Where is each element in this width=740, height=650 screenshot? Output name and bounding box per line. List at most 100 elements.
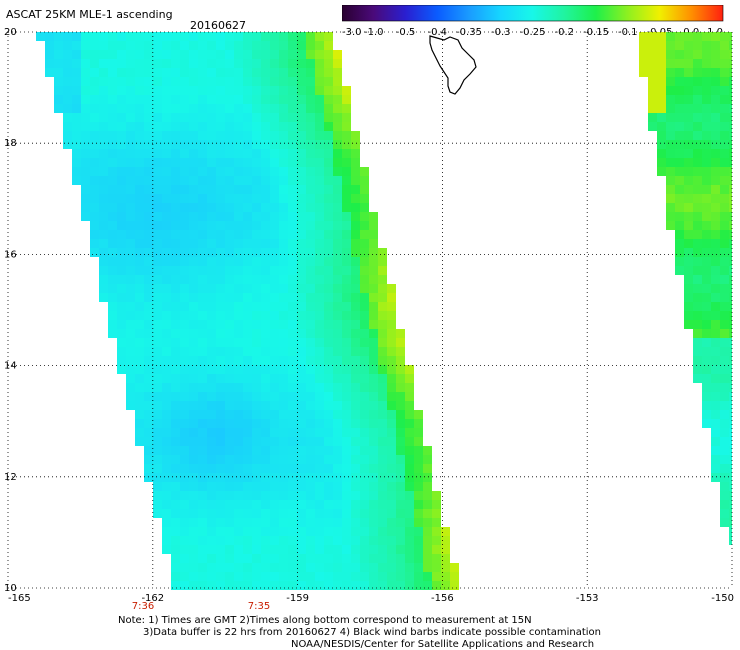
swath-cell bbox=[315, 581, 324, 590]
swath-cell bbox=[225, 140, 234, 149]
swath-cell bbox=[648, 95, 657, 104]
swath-cell bbox=[225, 500, 234, 509]
swath-cell bbox=[108, 158, 117, 167]
swath-cell bbox=[99, 77, 108, 86]
swath-cell bbox=[324, 185, 333, 194]
swath-cell bbox=[324, 77, 333, 86]
swath-cell bbox=[666, 122, 675, 131]
swath-cell bbox=[684, 221, 693, 230]
swath-cell bbox=[324, 518, 333, 527]
swath-cell bbox=[270, 509, 279, 518]
swath-cell bbox=[396, 365, 405, 374]
swath-cell bbox=[729, 383, 732, 392]
swath-cell bbox=[684, 95, 693, 104]
swath-cell bbox=[423, 491, 432, 500]
swath-cell bbox=[279, 221, 288, 230]
swath-cell bbox=[270, 500, 279, 509]
swath-cell bbox=[153, 464, 162, 473]
swath-cell bbox=[243, 446, 252, 455]
swath-cell bbox=[225, 50, 234, 59]
swath-cell bbox=[162, 59, 171, 68]
swath-cell bbox=[234, 239, 243, 248]
swath-cell bbox=[270, 527, 279, 536]
swath-cell bbox=[45, 41, 54, 50]
swath-cell bbox=[333, 383, 342, 392]
swath-cell bbox=[666, 221, 675, 230]
swath-cell bbox=[189, 563, 198, 572]
swath-cell bbox=[234, 410, 243, 419]
swath-cell bbox=[117, 104, 126, 113]
swath-cell bbox=[243, 194, 252, 203]
swath-cell bbox=[171, 203, 180, 212]
swath-cell bbox=[180, 392, 189, 401]
swath-cell bbox=[99, 284, 108, 293]
swath-cell bbox=[216, 203, 225, 212]
swath-cell bbox=[297, 68, 306, 77]
swath-cell bbox=[315, 149, 324, 158]
swath-cell bbox=[117, 113, 126, 122]
swath-cell bbox=[279, 77, 288, 86]
swath-cell bbox=[252, 527, 261, 536]
swath-cell bbox=[387, 392, 396, 401]
swath-cell bbox=[252, 185, 261, 194]
lat-tick-label: 18 bbox=[4, 138, 17, 149]
swath-cell bbox=[306, 68, 315, 77]
swath-cell bbox=[387, 536, 396, 545]
swath-cell bbox=[342, 329, 351, 338]
swath-cell bbox=[81, 185, 90, 194]
swath-cell bbox=[261, 446, 270, 455]
swath-cell bbox=[414, 419, 423, 428]
swath-cell bbox=[261, 131, 270, 140]
swath-cell bbox=[270, 392, 279, 401]
swath-cell bbox=[270, 230, 279, 239]
swath-cell bbox=[351, 545, 360, 554]
swath-cell bbox=[360, 248, 369, 257]
swath-cell bbox=[324, 239, 333, 248]
swath-cell bbox=[351, 293, 360, 302]
swath-cell bbox=[333, 527, 342, 536]
swath-cell bbox=[243, 77, 252, 86]
swath-cell bbox=[216, 545, 225, 554]
swath-cell bbox=[414, 428, 423, 437]
swath-cell bbox=[711, 50, 720, 59]
swath-cell bbox=[378, 329, 387, 338]
swath-cell bbox=[351, 527, 360, 536]
swath-cell bbox=[180, 176, 189, 185]
swath-cell bbox=[351, 374, 360, 383]
swath-cell bbox=[729, 257, 732, 266]
swath-cell bbox=[207, 113, 216, 122]
swath-cell bbox=[243, 284, 252, 293]
swath-cell bbox=[126, 320, 135, 329]
swath-cell bbox=[171, 302, 180, 311]
swath-cell bbox=[225, 257, 234, 266]
swath-cell bbox=[396, 347, 405, 356]
swath-cell bbox=[675, 257, 684, 266]
swath-cell bbox=[711, 365, 720, 374]
swath-cell bbox=[189, 437, 198, 446]
swath-cell bbox=[324, 437, 333, 446]
swath-cell bbox=[315, 383, 324, 392]
swath-cell bbox=[243, 392, 252, 401]
swath-cell bbox=[315, 428, 324, 437]
swath-cell bbox=[261, 410, 270, 419]
swath-cell bbox=[288, 563, 297, 572]
swath-cell bbox=[108, 230, 117, 239]
swath-cell bbox=[279, 239, 288, 248]
swath-cell bbox=[288, 203, 297, 212]
swath-cell bbox=[189, 473, 198, 482]
swath-cell bbox=[396, 518, 405, 527]
swath-cell bbox=[378, 446, 387, 455]
swath-cell bbox=[153, 473, 162, 482]
swath-cell bbox=[243, 266, 252, 275]
swath-cell bbox=[702, 122, 711, 131]
swath-cell bbox=[135, 428, 144, 437]
swath-cell bbox=[243, 59, 252, 68]
swath-cell bbox=[144, 284, 153, 293]
swath-cell bbox=[117, 122, 126, 131]
swath-cell bbox=[189, 374, 198, 383]
swath-cell bbox=[693, 221, 702, 230]
swath-cell bbox=[675, 41, 684, 50]
swath-cell bbox=[693, 230, 702, 239]
swath-cell bbox=[252, 176, 261, 185]
swath-cell bbox=[225, 581, 234, 590]
